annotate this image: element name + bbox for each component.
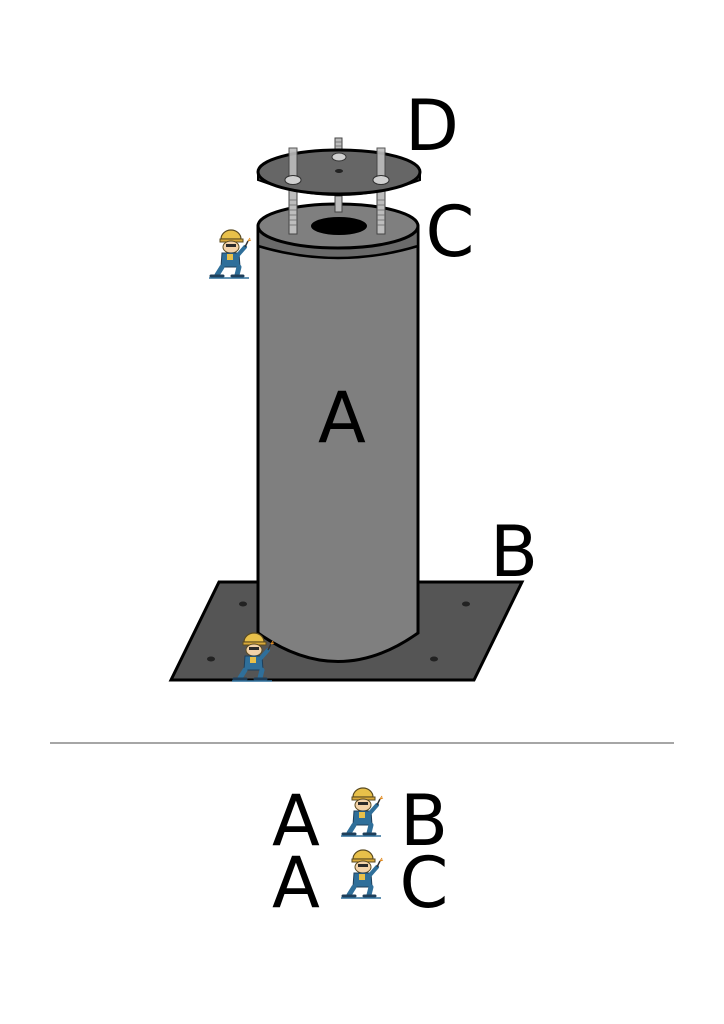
legend-row: A C (272, 842, 448, 924)
welder-icon (341, 850, 383, 898)
label-part-a: A (318, 377, 366, 459)
label-part-b: B (490, 511, 538, 593)
legend-from: A (272, 842, 320, 924)
label-part-d: D (405, 85, 459, 167)
legend-to: C (400, 842, 449, 924)
label-part-c: C (426, 191, 475, 273)
legend-to: B (400, 780, 448, 862)
welder-icon (209, 230, 251, 278)
weld-legend: A B A C (272, 780, 448, 924)
legend-row: A B (272, 780, 448, 862)
legend-from: A (272, 780, 320, 862)
welder-icon (341, 788, 383, 836)
cap-plate-d (256, 147, 422, 196)
